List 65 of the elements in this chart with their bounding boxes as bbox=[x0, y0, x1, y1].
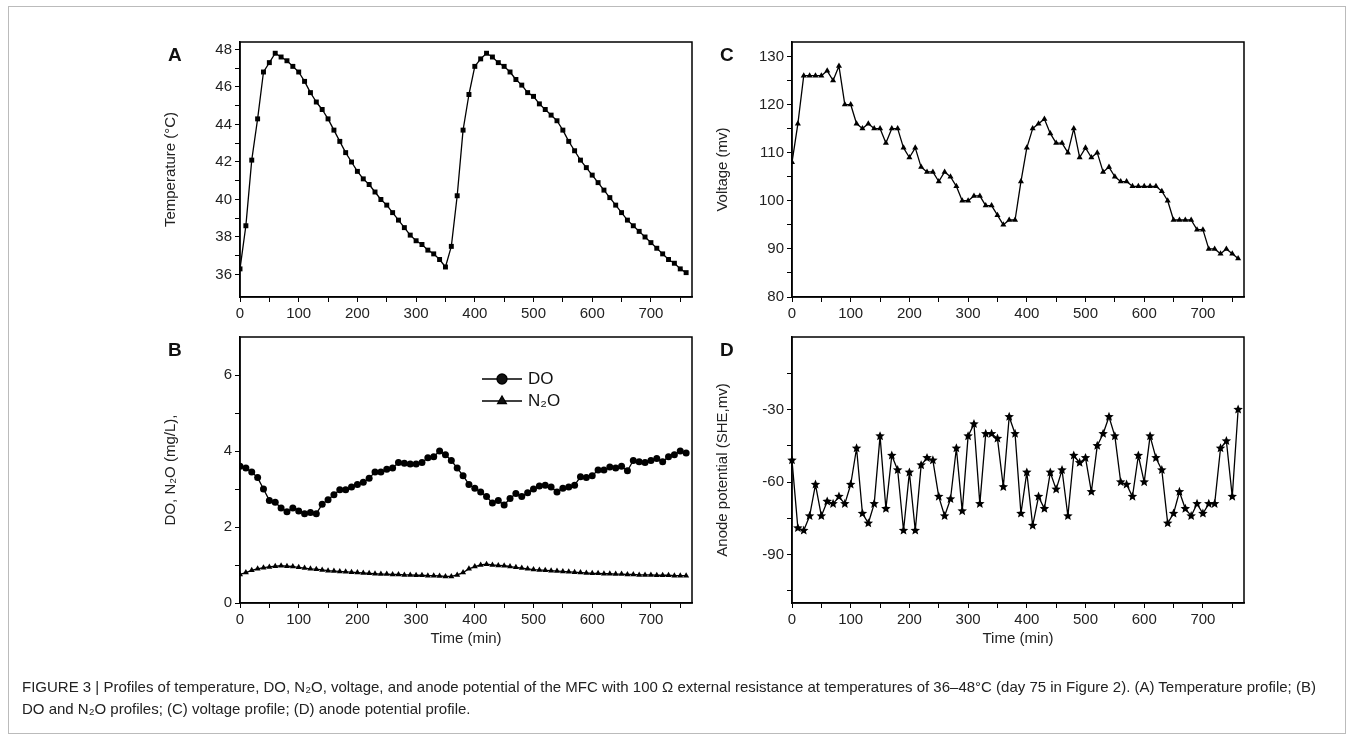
y-axis-title: Voltage (mv) bbox=[713, 127, 731, 212]
y-tick-label: 110 bbox=[760, 142, 784, 160]
x-tick-label: 300 bbox=[955, 610, 981, 628]
chart-title: C bbox=[720, 43, 734, 65]
x-tick-label: 100 bbox=[286, 610, 312, 628]
x-tick-label: 300 bbox=[955, 304, 981, 322]
x-axis-title: Time (min) bbox=[982, 629, 1054, 647]
x-tick-label: 100 bbox=[286, 304, 312, 322]
x-tick-label: 700 bbox=[638, 304, 664, 322]
x-tick-label: 700 bbox=[1190, 304, 1216, 322]
x-tick-label: 400 bbox=[462, 304, 488, 322]
y-tick-label: 130 bbox=[758, 46, 784, 64]
x-tick-label: 600 bbox=[579, 610, 605, 628]
y-tick-label: 80 bbox=[767, 287, 784, 305]
y-tick-label: 100 bbox=[758, 190, 784, 208]
x-tick-label: 600 bbox=[1131, 610, 1157, 628]
x-tick-label: 400 bbox=[1014, 610, 1040, 628]
y-tick-label: 46 bbox=[215, 77, 232, 95]
y-tick-label: -60 bbox=[762, 472, 784, 490]
caption: FIGURE 3 | Profiles of temperature, DO, N₂O, voltage, and anode potential of the MFC with 100 Ω external resistance at temperatures of 36–48°C (day 75 in Figure 2). (A) Temperature profile; (B) DO and N₂O profiles; (C) voltage profile; (D) anode potential profile. bbox=[22, 677, 1317, 719]
x-tick-label: 100 bbox=[838, 304, 864, 322]
x-tick-label: 200 bbox=[344, 304, 370, 322]
y-tick-label: -90 bbox=[762, 544, 784, 562]
x-tick-label: 300 bbox=[403, 610, 429, 628]
y-tick-label: 42 bbox=[215, 152, 232, 170]
x-tick-label: 0 bbox=[235, 610, 245, 628]
y-axis-title: DO, N₂O (mg/L), bbox=[161, 414, 179, 526]
x-axis-title: Time (min) bbox=[430, 629, 502, 647]
chart-title: B bbox=[168, 338, 182, 360]
x-tick-label: 200 bbox=[344, 610, 370, 628]
y-tick-label: -30 bbox=[762, 399, 784, 417]
y-tick-label: 38 bbox=[215, 227, 232, 245]
x-tick-label: 0 bbox=[235, 304, 245, 322]
x-tick-label: 300 bbox=[403, 304, 429, 322]
y-tick-label: 44 bbox=[215, 114, 232, 132]
x-tick-label: 700 bbox=[638, 610, 664, 628]
chart-title: A bbox=[168, 43, 182, 65]
x-tick-label: 200 bbox=[896, 304, 922, 322]
x-tick-label: 0 bbox=[787, 610, 797, 628]
y-axis-title: Temperature (°C) bbox=[161, 111, 179, 228]
x-tick-label: 200 bbox=[896, 610, 922, 628]
y-tick-label: 2 bbox=[223, 517, 232, 535]
chart-title: D bbox=[720, 338, 734, 360]
x-tick-label: 0 bbox=[787, 304, 797, 322]
y-axis-title: Anode potential (SHE,mv) bbox=[713, 383, 731, 557]
x-tick-label: 600 bbox=[1131, 304, 1157, 322]
y-tick-label: 40 bbox=[215, 189, 232, 207]
y-tick-label: 6 bbox=[223, 365, 232, 383]
x-tick-label: 500 bbox=[520, 304, 547, 322]
legend-label: N₂O bbox=[528, 390, 561, 410]
x-tick-label: 600 bbox=[579, 304, 605, 322]
y-tick-label: 36 bbox=[215, 264, 232, 282]
y-tick-label: 48 bbox=[215, 39, 232, 57]
y-tick-label: 90 bbox=[767, 239, 784, 257]
legend-label: DO bbox=[528, 368, 554, 388]
x-tick-label: 400 bbox=[462, 610, 488, 628]
x-tick-label: 100 bbox=[838, 610, 864, 628]
y-tick-label: 4 bbox=[223, 441, 232, 459]
x-tick-label: 400 bbox=[1014, 304, 1040, 322]
x-tick-label: 700 bbox=[1190, 610, 1216, 628]
x-tick-label: 500 bbox=[520, 610, 547, 628]
y-tick-label: 0 bbox=[223, 593, 232, 611]
y-tick-label: 120 bbox=[758, 94, 784, 112]
x-tick-label: 500 bbox=[1072, 610, 1099, 628]
x-tick-label: 500 bbox=[1072, 304, 1099, 322]
